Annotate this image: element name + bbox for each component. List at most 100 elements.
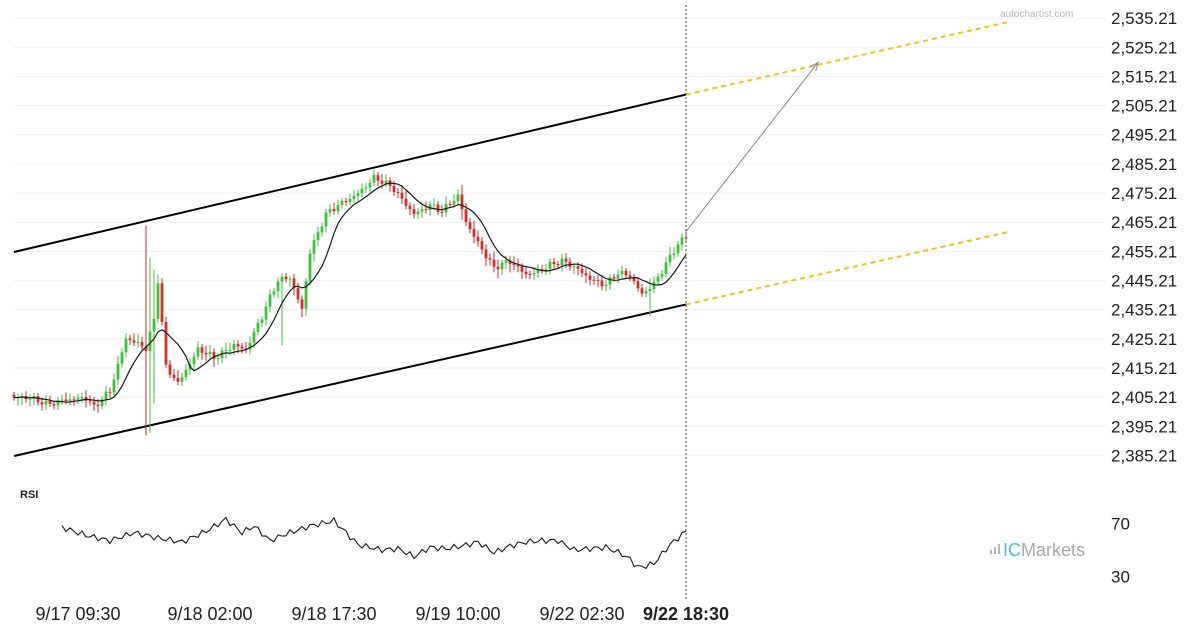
candle-body [464,209,468,223]
candle-body [308,253,312,282]
candle-body [456,194,460,202]
candle-body [200,347,204,353]
x-tick-label: 9/18 17:30 [291,604,376,624]
candle-body [172,374,176,378]
candle-body [100,399,104,406]
candle-body [676,244,680,254]
candle-body [668,254,672,263]
candle-body [372,175,376,183]
candle-body [64,399,68,401]
candle-body [280,276,284,282]
candle-body [248,342,252,350]
candle-body [460,194,464,210]
candle-body [328,209,332,213]
candle-body [288,278,292,280]
y-tick-label: 2,445.21 [1111,272,1177,291]
y-tick-label: 2,415.21 [1111,359,1177,378]
candle-body [228,349,232,351]
candle-body [580,268,584,274]
candle-body [92,401,96,405]
candle-body [516,264,520,267]
candle-body [396,191,400,193]
x-tick-label: 9/22 02:30 [539,604,624,624]
candle-body [56,400,60,406]
candle-body [620,270,624,275]
y-tick-label: 2,435.21 [1111,301,1177,320]
y-tick-label: 2,525.21 [1111,38,1177,57]
candle-body [180,377,184,382]
candle-body [368,182,372,188]
candle-body [552,262,556,265]
candle-body [264,306,268,320]
candle-body [596,280,600,282]
candle-body [452,201,456,205]
candlestick-series [12,169,688,436]
candle-body [236,344,240,347]
candle-body [212,351,216,359]
candle-body [380,180,384,184]
candle-body [40,402,44,405]
candle-body [116,363,120,380]
y-tick-label: 2,535.21 [1111,9,1177,28]
candle-body [512,263,516,265]
candle-body [660,273,664,277]
candle-body [160,283,164,322]
candle-body [376,175,380,181]
candle-body [584,273,588,276]
candle-body [132,340,136,343]
candle-body [48,401,52,404]
candle-body [560,258,564,266]
candle-body [324,212,328,227]
candle-body [592,279,596,281]
candle-body [124,338,128,353]
candle-body [240,346,244,349]
watermark-text: autochartist.com [1000,9,1073,20]
candle-body [576,266,580,269]
candle-body [332,209,336,212]
candle-body [276,281,280,292]
candle-body [136,342,140,344]
icmarkets-logo: ICMarkets [990,540,1085,560]
target-arrow [685,61,819,232]
candle-body [448,203,452,205]
y-tick-label: 2,425.21 [1111,330,1177,349]
candle-body [72,399,76,401]
candle-body [432,204,436,206]
y-tick-label: 2,475.21 [1111,184,1177,203]
candle-body [304,281,308,309]
rsi-tick-label: 70 [1111,514,1130,533]
candle-body [196,347,200,357]
channel-lower-line [13,303,687,458]
channel-upper-line [13,93,687,253]
candle-body [476,236,480,242]
candle-body [520,266,524,272]
rsi-line [61,516,687,570]
candle-body [268,294,272,307]
candle-body [468,222,472,229]
candle-body [68,399,72,401]
candle-body [44,401,48,405]
candle-body [680,237,684,245]
candle-body [296,287,300,300]
candle-body [312,240,316,254]
candle-body [636,281,640,289]
candle-body [624,270,628,276]
price-axis: 2,535.21 2,525.21 2,515.21 2,505.21 2,495.21… [1111,9,1177,465]
candle-body [360,188,364,194]
candle-body [320,226,324,233]
candle-body [664,262,668,274]
svg-text:ICMarkets: ICMarkets [1003,540,1085,560]
candle-body [156,283,160,319]
candle-body [204,352,208,355]
candle-body [384,180,388,184]
candle-body [508,260,512,264]
candle-body [652,281,656,290]
candle-body [232,344,236,350]
y-tick-label: 2,515.21 [1111,67,1177,86]
candle-body [336,204,340,212]
candle-body [148,331,152,352]
candle-body [440,211,444,213]
candle-body [76,397,80,400]
candle-body [588,275,592,280]
